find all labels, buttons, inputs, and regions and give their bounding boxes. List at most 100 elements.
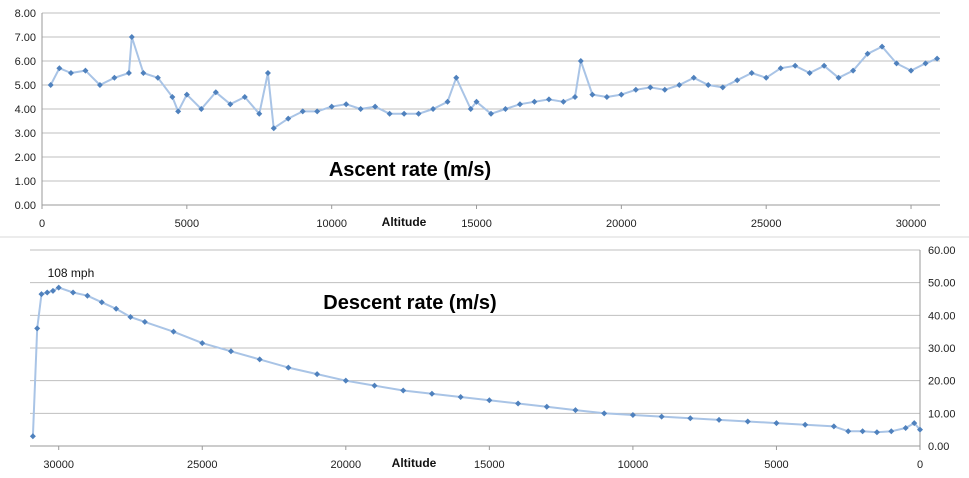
x-tick-label: 0 (39, 218, 45, 230)
data-point (56, 65, 63, 72)
data-point (84, 292, 91, 299)
data-point (98, 299, 105, 306)
data-point (879, 43, 886, 50)
data-point (893, 60, 900, 67)
data-point (256, 356, 263, 363)
data-point (748, 70, 755, 76)
data-point (473, 98, 480, 105)
data-point (415, 110, 422, 117)
data-point (763, 74, 770, 81)
x-tick-label: 20000 (606, 218, 637, 230)
x-tick-label: 30000 (896, 218, 927, 230)
data-point (44, 289, 51, 296)
data-point (515, 400, 522, 407)
data-point (34, 325, 41, 332)
data-point (792, 62, 799, 69)
data-point (572, 407, 579, 414)
data-point (486, 397, 493, 404)
data-point (199, 340, 206, 347)
data-point (285, 115, 292, 122)
data-point (270, 125, 277, 132)
y-tick-label: 20.00 (928, 376, 956, 388)
data-point (577, 58, 584, 64)
data-point (299, 108, 306, 115)
data-point (401, 110, 408, 117)
annotation-label: 108 mph (48, 266, 95, 280)
data-point (734, 77, 741, 84)
x-tick-label: 5000 (175, 218, 199, 230)
data-point (386, 110, 393, 117)
data-point (400, 387, 407, 394)
x-tick-label: 15000 (461, 218, 492, 230)
data-point (601, 410, 608, 417)
y-tick-label: 3.00 (15, 128, 36, 140)
data-point (864, 50, 871, 57)
data-point (343, 101, 350, 108)
data-point (175, 108, 182, 115)
data-point (212, 89, 219, 96)
data-point (47, 82, 54, 88)
y-tick-label: 8.00 (15, 8, 36, 20)
x-tick-label: 5000 (764, 459, 788, 471)
data-point (38, 291, 45, 298)
data-point (227, 101, 234, 108)
y-tick-label: 10.00 (928, 408, 956, 420)
y-tick-label: 7.00 (15, 32, 36, 44)
data-point (128, 34, 135, 40)
y-tick-label: 1.00 (15, 176, 36, 188)
x-tick-label: 25000 (187, 459, 218, 471)
data-point (467, 106, 474, 112)
data-point (705, 82, 712, 88)
data-point (647, 84, 654, 91)
data-point (716, 416, 723, 423)
data-point (531, 98, 538, 105)
data-point (140, 70, 147, 76)
data-point (444, 98, 451, 105)
x-axis-label: Altitude (392, 456, 437, 470)
data-point (888, 428, 895, 435)
data-point (676, 82, 683, 88)
data-point (428, 390, 435, 397)
data-point (49, 287, 56, 294)
data-point (802, 421, 809, 428)
data-point (241, 94, 248, 100)
x-tick-label: 0 (917, 459, 923, 471)
data-point (96, 82, 103, 88)
data-point (113, 305, 120, 312)
data-point (227, 348, 234, 355)
data-point (314, 371, 321, 378)
data-point (560, 98, 567, 105)
data-point (169, 94, 176, 100)
data-point (744, 418, 751, 425)
data-point (545, 96, 552, 103)
data-point (357, 106, 364, 112)
data-point (850, 67, 857, 74)
y-tick-label: 0.00 (15, 200, 36, 212)
data-point (111, 74, 118, 81)
y-tick-label: 50.00 (928, 278, 956, 290)
data-point (773, 420, 780, 427)
data-point (572, 94, 579, 100)
descent-rate-chart: 0.00 10.00 20.00 30.00 40.00 50.00 60.00 30000 2… (29, 245, 956, 471)
y-tick-label: 60.00 (928, 245, 956, 257)
data-point (82, 67, 89, 74)
data-point (821, 62, 828, 69)
ascent-rate-chart: 0.00 1.00 2.00 3.00 4.00 5.00 6.00 7.00 8.00 0 500… (15, 8, 941, 230)
data-point (806, 70, 813, 76)
data-point (618, 91, 625, 98)
data-point (603, 94, 610, 100)
data-point (256, 110, 263, 117)
data-point (835, 74, 842, 81)
data-point (154, 74, 161, 81)
data-point (55, 284, 62, 291)
x-tick-label: 10000 (316, 218, 347, 230)
x-tick-label: 15000 (474, 459, 505, 471)
data-point (264, 70, 271, 76)
data-point (141, 318, 148, 325)
data-point (719, 84, 726, 91)
data-point (127, 313, 134, 320)
y-tick-label: 5.00 (15, 80, 36, 92)
data-point (488, 110, 494, 117)
data-point (543, 403, 550, 410)
data-point (911, 420, 918, 427)
